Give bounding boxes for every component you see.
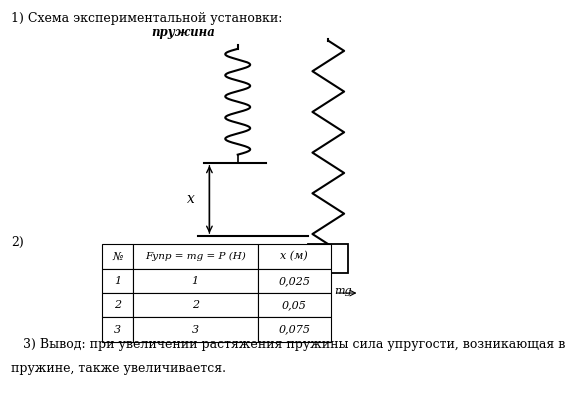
Text: пружине, также увеличивается.: пружине, также увеличивается. — [11, 362, 226, 375]
Text: x: x — [187, 193, 195, 206]
Bar — [258, 244, 331, 269]
Bar — [133, 293, 258, 317]
Bar — [258, 317, 331, 342]
Text: Fупр = mg = P (H): Fупр = mg = P (H) — [145, 252, 246, 261]
Bar — [102, 293, 133, 317]
Text: 0,05: 0,05 — [282, 300, 307, 310]
Text: №: № — [112, 252, 123, 261]
Text: 0,025: 0,025 — [278, 276, 310, 286]
Text: 3) Вывод: при увеличении растяжения пружины сила упругости, возникающая в: 3) Вывод: при увеличении растяжения пруж… — [11, 338, 565, 351]
Text: 2): 2) — [11, 236, 24, 249]
Text: пружина: пружина — [151, 26, 215, 39]
Text: 2: 2 — [192, 300, 199, 310]
Text: 0,075: 0,075 — [278, 325, 310, 335]
Bar — [133, 244, 258, 269]
Text: 1: 1 — [192, 276, 199, 286]
Text: mg: mg — [334, 286, 351, 296]
Text: 1: 1 — [114, 276, 121, 286]
Text: 3: 3 — [192, 325, 199, 335]
Text: 2: 2 — [114, 300, 121, 310]
Text: 3: 3 — [114, 325, 121, 335]
Bar — [258, 293, 331, 317]
Bar — [258, 269, 331, 293]
Bar — [102, 244, 133, 269]
Bar — [133, 317, 258, 342]
Text: 1) Схема экспериментальной установки:: 1) Схема экспериментальной установки: — [11, 12, 282, 25]
Bar — [102, 317, 133, 342]
Text: x (м): x (м) — [280, 251, 308, 262]
Bar — [308, 244, 348, 273]
Bar — [102, 269, 133, 293]
Bar — [133, 269, 258, 293]
